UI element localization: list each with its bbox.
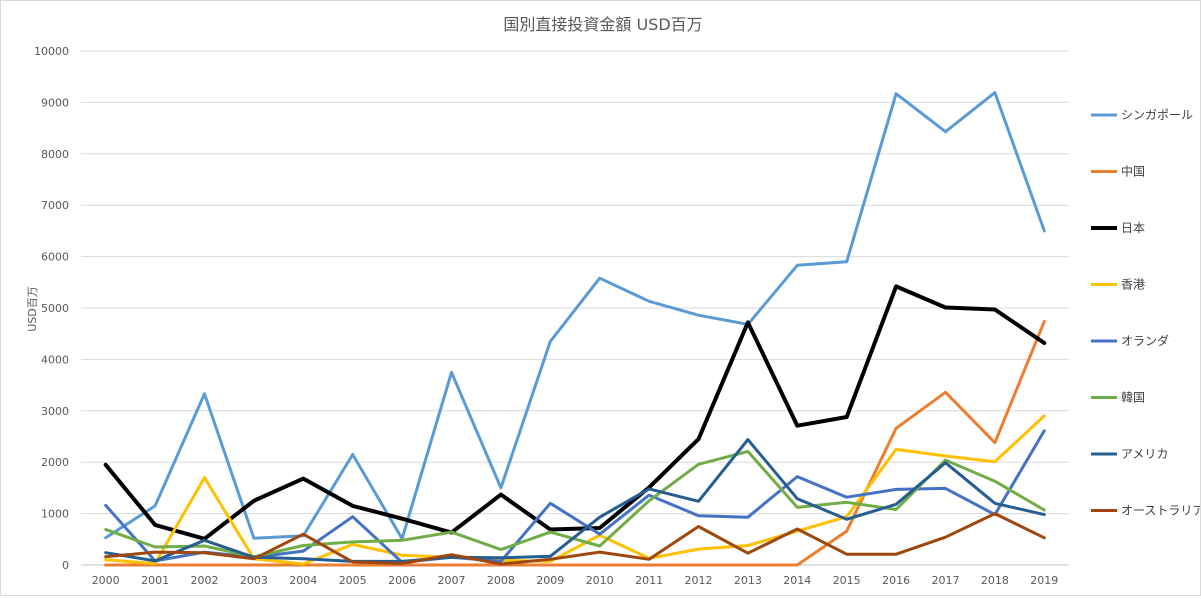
series-lines <box>103 91 1047 567</box>
y-tick-label: 7000 <box>41 199 69 212</box>
x-axis-ticks: 2000 2001 2002 2003 2004 2005 2006 2007 2008 2009… <box>92 574 1059 587</box>
x-tick-label: 2010 <box>586 574 614 587</box>
legend-label: オーストラリア <box>1121 504 1200 518</box>
x-tick-label: 2007 <box>438 574 466 587</box>
legend-label: アメリカ <box>1121 447 1168 461</box>
series-line <box>104 319 1046 567</box>
x-tick-label: 2018 <box>981 574 1009 587</box>
y-tick-label: 5000 <box>41 302 69 315</box>
x-tick-label: 2014 <box>783 574 811 587</box>
y-tick-label: 1000 <box>41 508 69 521</box>
legend-label: 韓国 <box>1121 391 1145 405</box>
y-tick-label: 8000 <box>41 148 69 161</box>
y-axis-label: USD百万 <box>26 286 39 332</box>
chart-title: 国別直接投資金額 USD百万 <box>503 15 702 34</box>
x-tick-label: 2006 <box>388 574 416 587</box>
y-tick-label: 3000 <box>41 405 69 418</box>
x-tick-label: 2000 <box>92 574 120 587</box>
x-tick-label: 2013 <box>734 574 762 587</box>
x-tick-label: 2005 <box>339 574 367 587</box>
series-line <box>104 438 1046 563</box>
x-tick-label: 2011 <box>635 574 663 587</box>
x-tick-label: 2004 <box>289 574 317 587</box>
legend-label: 日本 <box>1121 221 1145 235</box>
x-tick-label: 2009 <box>536 574 564 587</box>
series-line <box>104 91 1046 541</box>
series-line <box>104 414 1046 566</box>
x-tick-label: 2017 <box>932 574 960 587</box>
x-tick-label: 2016 <box>882 574 910 587</box>
y-tick-label: 6000 <box>41 251 69 264</box>
x-tick-label: 2012 <box>685 574 713 587</box>
legend-label: 香港 <box>1121 278 1145 292</box>
x-tick-label: 2003 <box>240 574 268 587</box>
series-line <box>104 512 1046 566</box>
legend-label: オランダ <box>1121 333 1169 348</box>
y-tick-label: 9000 <box>41 96 69 109</box>
legend-label: 中国 <box>1121 164 1145 179</box>
y-tick-label: 10000 <box>34 45 69 58</box>
x-tick-label: 2001 <box>141 574 169 587</box>
x-tick-label: 2002 <box>191 574 219 587</box>
legend-label: シンガポール <box>1121 108 1193 122</box>
series-line <box>103 284 1047 541</box>
y-axis-ticks: 0 1000 2000 3000 4000 5000 6000 7000 8000 9000 100… <box>34 45 69 572</box>
y-tick-label: 0 <box>62 559 69 572</box>
x-tick-label: 2015 <box>833 574 861 587</box>
x-tick-label: 2019 <box>1030 574 1058 587</box>
y-tick-label: 2000 <box>41 456 69 469</box>
x-tick-label: 2008 <box>487 574 515 587</box>
y-tick-label: 4000 <box>41 353 69 366</box>
